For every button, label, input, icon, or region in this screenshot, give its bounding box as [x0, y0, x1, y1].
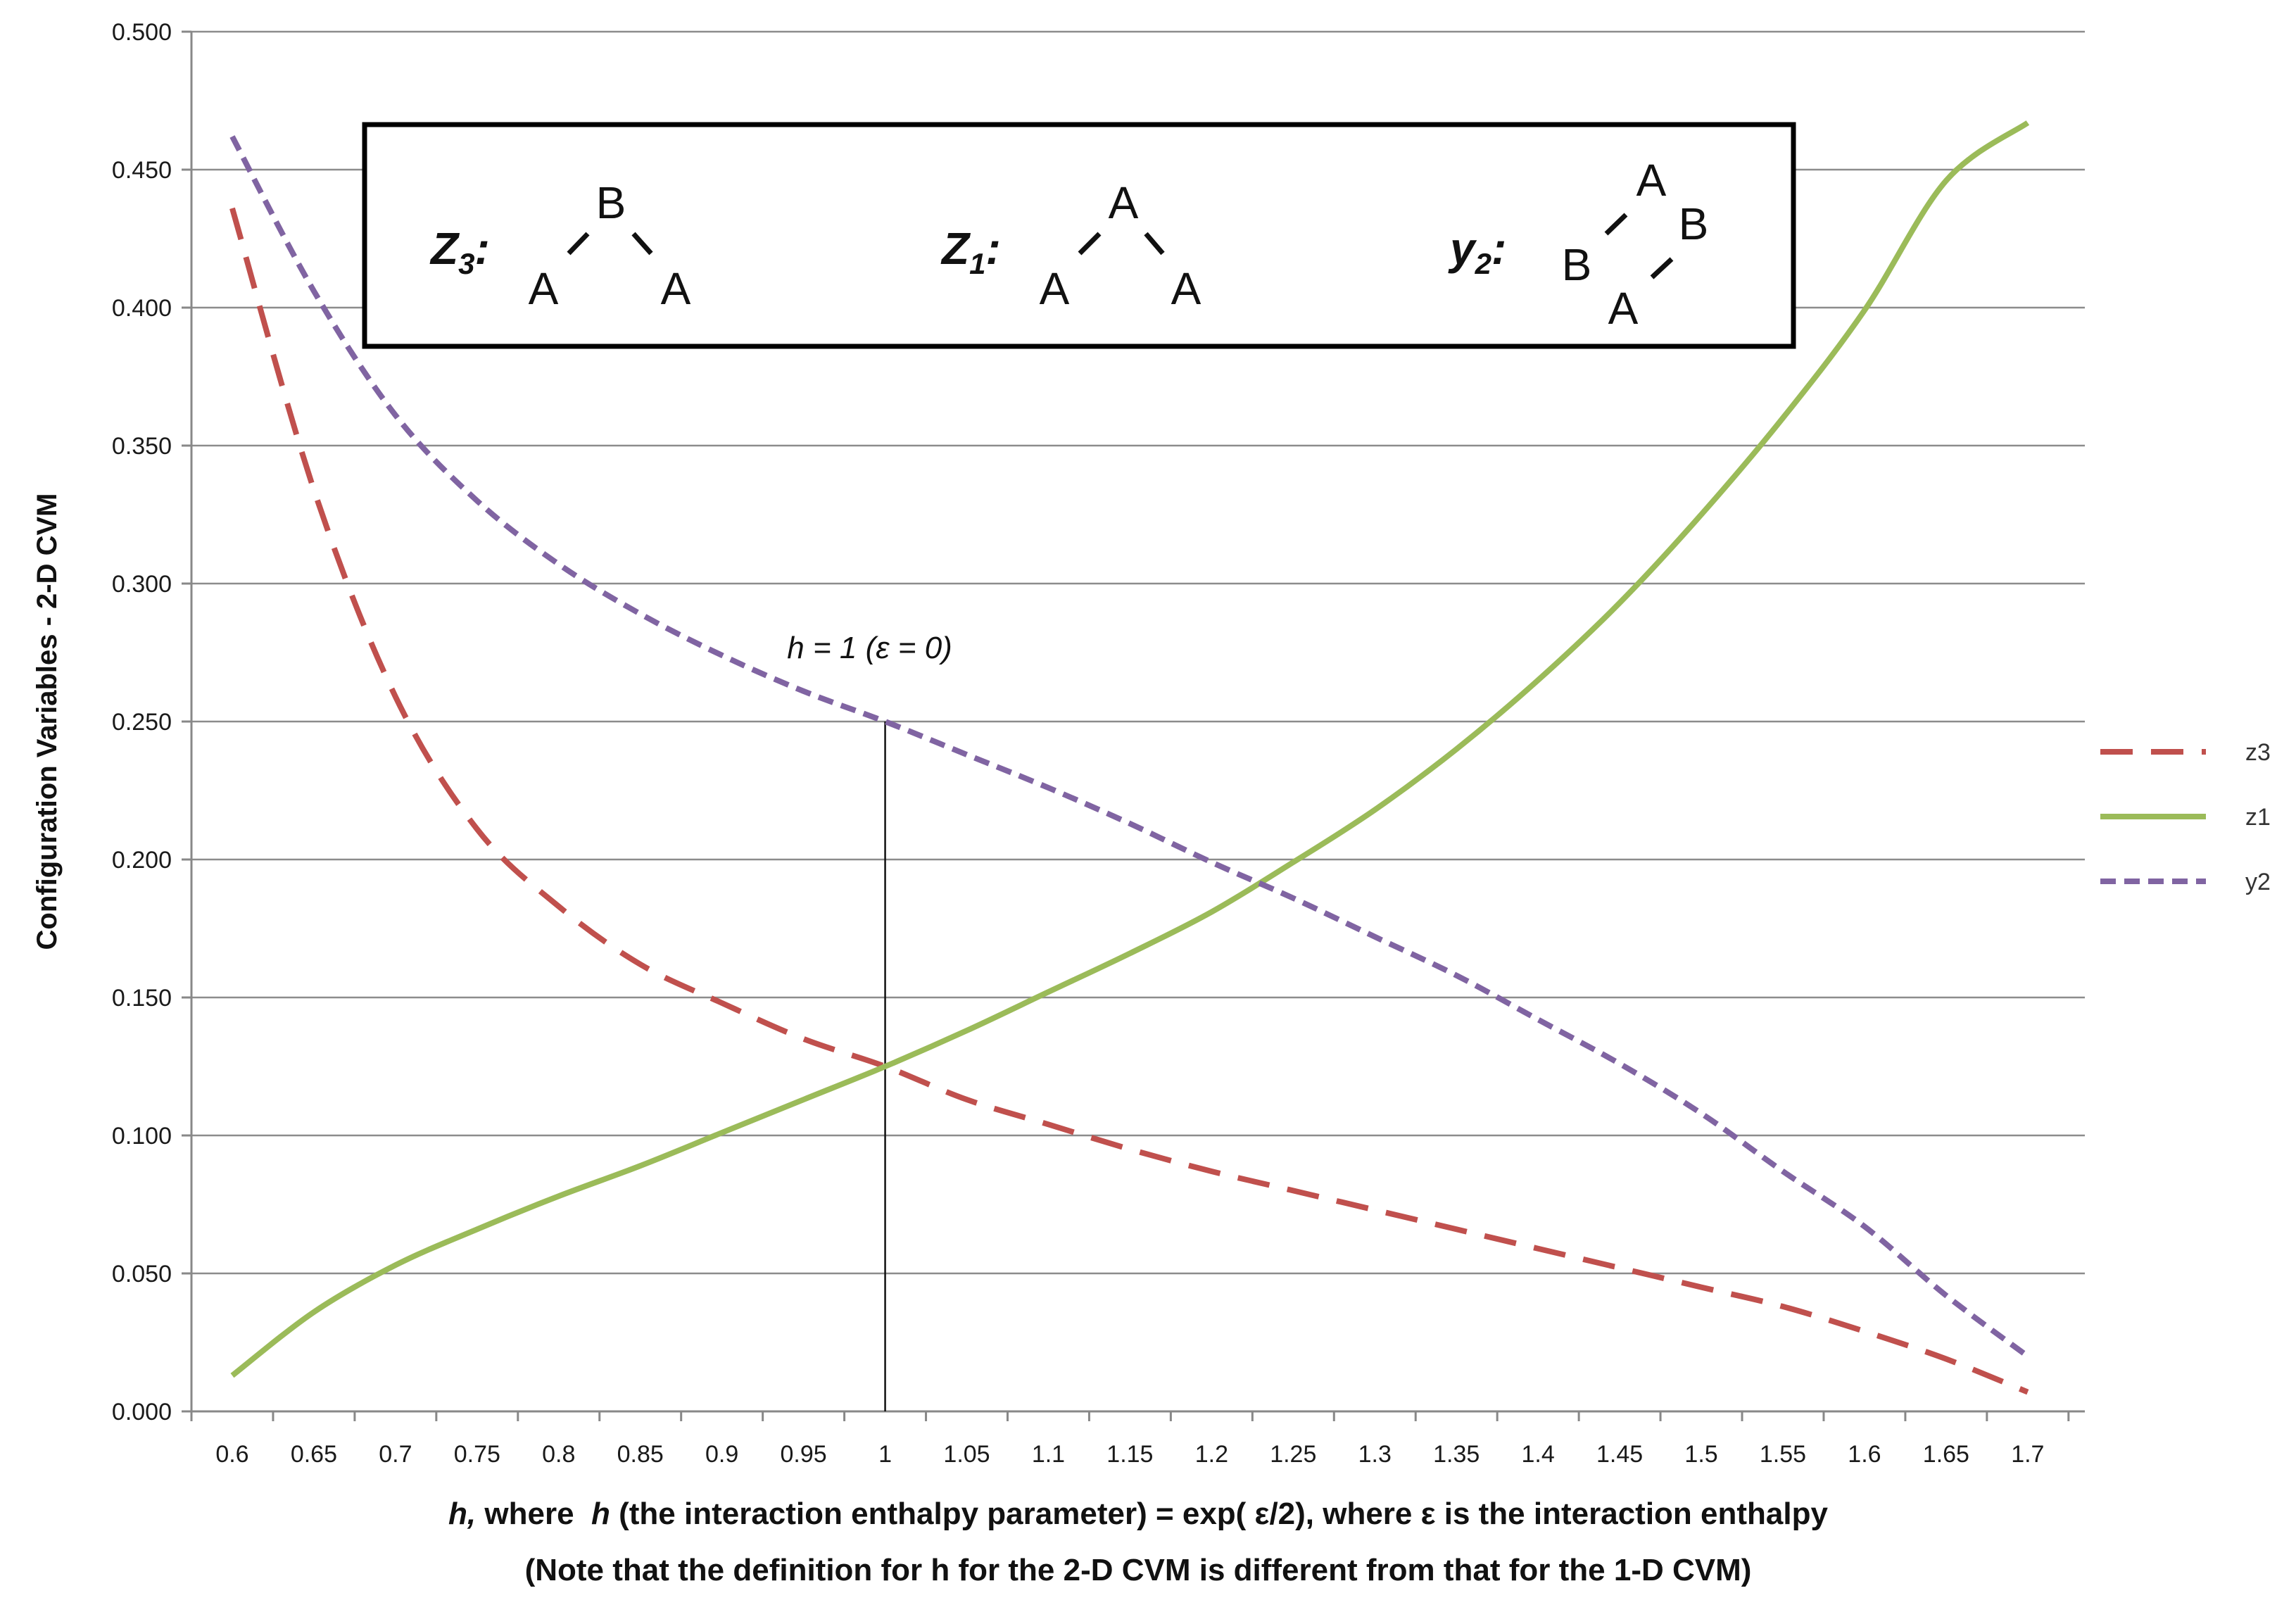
x-tick-label: 1 [878, 1441, 892, 1468]
cluster-z1-name: Z1: [940, 223, 1001, 280]
x-tick-label: 0.9 [705, 1441, 738, 1468]
cluster-y2: y2: A B B A [1448, 155, 1708, 334]
series-lines [229, 120, 2030, 1395]
cluster-y2-left-atom: B [1562, 239, 1592, 290]
cluster-z3-bond-right [631, 232, 653, 256]
cluster-z3-top-atom: B [596, 177, 626, 228]
cluster-z3-left-atom: A [529, 263, 559, 314]
cluster-z1-right-atom: A [1171, 263, 1201, 314]
cluster-z1-left-atom: A [1040, 263, 1070, 314]
y-tick-label: 0.300 [112, 571, 172, 598]
y-tick-label: 0.500 [112, 19, 172, 46]
y-tick-label: 0.350 [112, 433, 172, 460]
x-tick-label: 0.65 [291, 1441, 337, 1468]
x-tick-label: 0.7 [379, 1441, 412, 1468]
x-tick-label: 0.75 [454, 1441, 500, 1468]
legend-label-y2: y2 [2245, 869, 2271, 895]
series-line-y2 [229, 135, 2030, 1359]
y-tick-label: 0.000 [112, 1399, 172, 1425]
cluster-z1-bond-left [1078, 232, 1102, 256]
x-tick-label: 1.25 [1270, 1441, 1316, 1468]
x-axis-title-line1: h, where h (the interaction enthalpy par… [448, 1497, 1828, 1531]
x-tick-label: 1.55 [1760, 1441, 1806, 1468]
series-line-z3 [229, 207, 2029, 1395]
cluster-y2-bond-upper [1604, 213, 1628, 236]
cluster-z1-bond-right [1144, 232, 1165, 256]
x-tick-label: 1.65 [1923, 1441, 1969, 1468]
x-tick-label: 0.8 [542, 1441, 575, 1468]
x-tick-label: 1.5 [1684, 1441, 1717, 1468]
cluster-y2-bottom-atom: A [1608, 283, 1639, 334]
h1-annotation-label: h = 1 (ε = 0) [787, 631, 952, 665]
legend-label-z3: z3 [2245, 739, 2271, 766]
x-tick-labels: 0.6 0.65 0.7 0.75 0.8 0.85 0.9 0.95 1 1.05 1.1 1.15… [215, 1441, 2044, 1468]
y-tick-label: 0.200 [112, 847, 172, 874]
x-tick-label: 1.3 [1358, 1441, 1392, 1468]
x-tick-label: 1.45 [1596, 1441, 1643, 1468]
cluster-z1-top-atom: A [1109, 177, 1139, 228]
cluster-z3: Z3: B A A [429, 177, 691, 314]
cluster-y2-top-atom: A [1636, 155, 1667, 206]
x-tick-label: 1.2 [1195, 1441, 1228, 1468]
x-tick-label: 1.05 [943, 1441, 990, 1468]
cluster-z1: Z1: A A A [940, 177, 1201, 314]
y-tick-label: 0.050 [112, 1261, 172, 1287]
y-tick-label: 0.400 [112, 295, 172, 322]
x-tick-label: 0.95 [781, 1441, 827, 1468]
y-tick-label: 0.100 [112, 1123, 172, 1150]
x-axis-title-line2: (Note that the definition for h for the … [525, 1553, 1752, 1587]
cluster-z3-name: Z3: [429, 223, 490, 280]
x-tick-label: 0.6 [215, 1441, 248, 1468]
y-tick-labels: 0.000 0.050 0.100 0.150 0.200 0.250 0.300 0.350… [112, 19, 172, 1425]
x-tick-label: 1.4 [1522, 1441, 1555, 1468]
y-tick-label: 0.450 [112, 157, 172, 184]
legend-label-z1: z1 [2245, 804, 2271, 831]
cluster-y2-bond-lower [1650, 257, 1674, 279]
x-tick-label: 1.7 [2011, 1441, 2044, 1468]
x-tick-label: 1.35 [1433, 1441, 1480, 1468]
legend: z3 z1 y2 [2100, 739, 2271, 895]
cluster-z3-right-atom: A [661, 263, 691, 314]
x-tick-label: 1.6 [1848, 1441, 1881, 1468]
axes [190, 32, 2085, 1413]
cluster-y2-name: y2: [1448, 223, 1506, 280]
x-tick-label: 1.1 [1032, 1441, 1065, 1468]
cluster-z3-bond-left [567, 232, 590, 256]
cluster-y2-right-atom: B [1679, 199, 1709, 249]
y-axis-title: Configuration Variables - 2-D CVM [32, 493, 63, 950]
y-tick-label: 0.150 [112, 985, 172, 1012]
inset-box [362, 122, 1796, 349]
x-tick-label: 1.15 [1106, 1441, 1153, 1468]
y-tick-label: 0.250 [112, 709, 172, 736]
cluster-inset: Z3: B A A Z1: A A A y2: A B B A [362, 122, 1796, 349]
x-tick-label: 0.85 [617, 1441, 664, 1468]
series-line-z1 [230, 120, 2030, 1378]
